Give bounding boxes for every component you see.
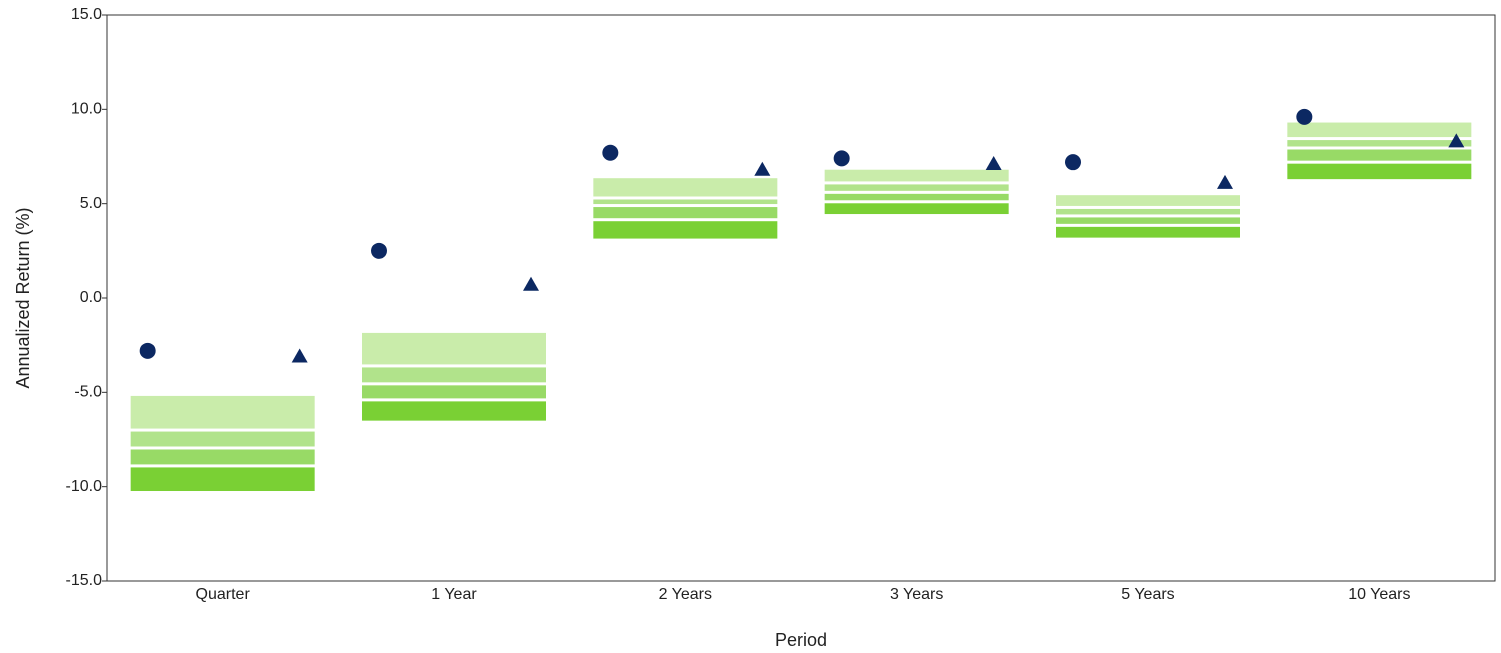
x-tick-label: 2 Years [659,586,712,603]
plot-frame [106,14,1496,582]
range-segment [824,193,1009,201]
marker-triangle [1448,133,1465,148]
range-segment [362,367,546,383]
y-tick-label: 15.0 [71,6,102,23]
range-segment [1056,226,1240,238]
marker-circle [139,342,156,359]
y-tick-label: 5.0 [80,195,102,212]
y-tick-label: 0.0 [80,289,102,306]
marker-circle [833,150,850,167]
range-segment [130,449,315,465]
marker-circle [1065,154,1081,171]
x-tick-label: Quarter [196,586,251,603]
range-segment [362,385,546,399]
range-segment [593,207,778,219]
range-segment [1287,140,1472,147]
range-segment [824,184,1009,191]
marker-circle [371,242,387,259]
y-axis-label: Annualized Return (%) [13,207,33,388]
range-segment [362,401,546,421]
range-segment [1056,208,1240,215]
x-tick-label: 1 Year [431,586,477,603]
marker-circle [1296,108,1313,125]
range-segment [1287,149,1472,161]
marker-triangle [754,161,771,176]
marker-circle [602,144,619,161]
y-tick-label: -5.0 [74,384,102,401]
x-axis-label: Period [775,630,827,650]
range-segment [130,395,315,429]
range-segment [593,199,778,205]
y-tick-label: 10.0 [71,101,102,118]
y-tick-label: -10.0 [66,478,103,495]
range-segment [593,178,778,197]
range-segment [824,169,1009,182]
range-segment [824,203,1009,215]
range-segment [1056,217,1240,224]
range-segment [130,467,315,492]
range-segment [1056,195,1240,206]
marker-triangle [291,348,308,363]
x-tick-label: 5 Years [1121,586,1174,603]
range-segment [593,221,778,239]
y-tick-label: -15.0 [66,572,103,589]
range-segment [1287,163,1472,180]
x-tick-label: 3 Years [890,586,943,603]
x-tick-label: 10 Years [1348,586,1410,603]
range-segment [1287,122,1472,138]
marker-triangle [1217,174,1233,189]
marker-triangle [523,276,539,291]
range-segment [362,332,546,365]
range-segment [130,431,315,447]
marker-triangle [985,156,1002,171]
